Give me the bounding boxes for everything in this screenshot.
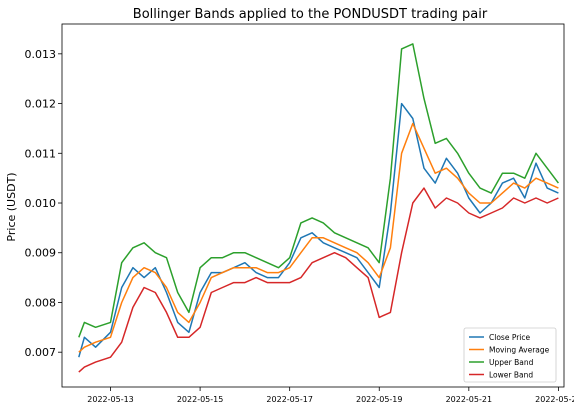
x-tick-label: 2022-05-15: [177, 395, 224, 404]
x-tick-label: 2022-05-13: [87, 395, 134, 404]
plot-frame: [61, 23, 565, 388]
x-tick-label: 2022-05-23: [535, 395, 574, 404]
legend: Close Price Moving Average Upper Band Lower…: [463, 327, 557, 383]
series-layer: [78, 43, 559, 373]
x-axis: 2022-05-13 2022-05-15 2022-05-17 2022-05-19…: [87, 387, 574, 404]
legend-label: Lower Band: [489, 371, 533, 380]
y-tick-label: 0.008: [25, 296, 57, 309]
chart-title: Bollinger Bands applied to the PONDUSDT …: [133, 7, 488, 22]
y-tick-label: 0.012: [25, 98, 57, 111]
legend-box: [463, 327, 557, 383]
y-tick-label: 0.009: [25, 247, 57, 260]
x-tick-label: 2022-05-17: [266, 395, 313, 404]
legend-label: Close Price: [489, 333, 530, 342]
x-tick-label: 2022-05-19: [356, 395, 403, 404]
y-tick-label: 0.013: [25, 48, 57, 61]
y-axis-label: Price (USDT): [5, 172, 18, 241]
x-tick-label: 2022-05-21: [446, 395, 493, 404]
y-tick-label: 0.011: [25, 147, 57, 160]
series-line-upper-band: [78, 43, 559, 338]
legend-label: Moving Average: [489, 346, 550, 355]
series-line-lower-band: [78, 187, 559, 373]
legend-label: Upper Band: [489, 358, 534, 367]
series-line-moving-average: [78, 122, 559, 353]
y-axis: 0.007 0.008 0.009 0.010 0.011 0.012 0.013: [25, 48, 62, 359]
y-tick-label: 0.010: [25, 197, 57, 210]
y-tick-label: 0.007: [25, 346, 57, 359]
